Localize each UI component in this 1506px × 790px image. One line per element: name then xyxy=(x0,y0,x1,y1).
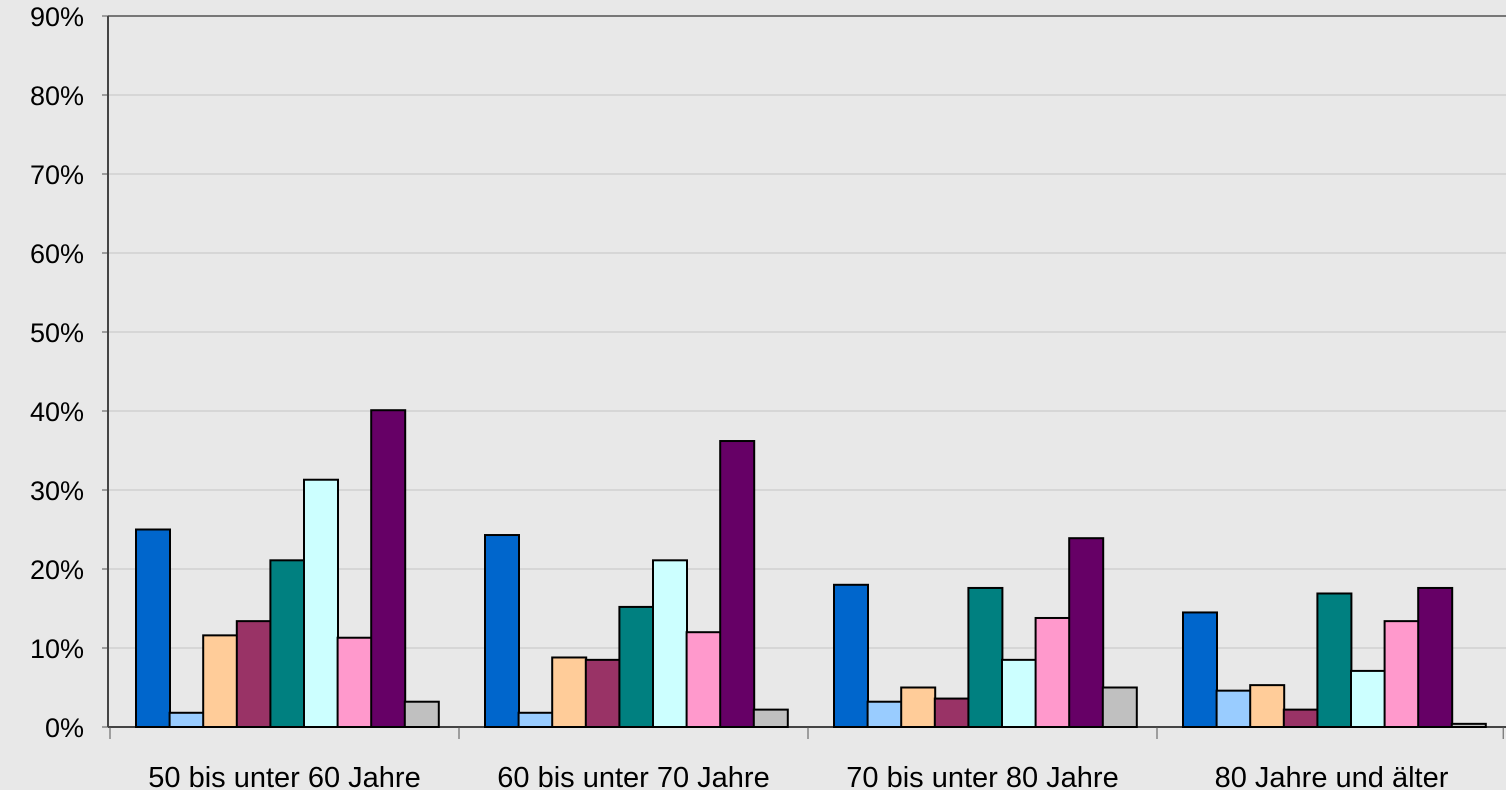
bar xyxy=(1034,616,1071,728)
bar xyxy=(1417,586,1454,729)
bar xyxy=(967,586,1004,729)
bar xyxy=(1068,537,1105,728)
bar xyxy=(584,658,621,728)
x-tick-label: 80 Jahre und älter xyxy=(1215,762,1449,790)
x-tick-label: 50 bis unter 60 Jahre xyxy=(148,762,420,790)
bar xyxy=(719,440,756,728)
bar xyxy=(336,636,373,728)
y-tick-label: 0% xyxy=(45,713,84,743)
bar xyxy=(933,697,970,728)
bar xyxy=(517,711,554,729)
gridlines xyxy=(108,15,1506,649)
bar xyxy=(235,620,272,729)
bar xyxy=(1282,708,1319,728)
bar xyxy=(652,559,688,728)
y-tick-label: 60% xyxy=(30,239,84,269)
tick-labels: 0% 10% 20% 30% 40% 50% 60% 70% 80% 90% 50 bis unte… xyxy=(30,2,1449,790)
x-tick-label: 70 bis unter 80 Jahre xyxy=(846,762,1118,790)
bar xyxy=(1101,686,1138,728)
bar xyxy=(1350,669,1386,728)
y-tick-label: 20% xyxy=(30,555,84,585)
bar xyxy=(752,708,789,728)
bar xyxy=(1316,592,1353,728)
bar xyxy=(303,478,339,729)
bar xyxy=(168,711,205,729)
bar xyxy=(1383,620,1420,729)
y-tick-label: 70% xyxy=(30,160,84,190)
bar xyxy=(484,534,520,729)
bar xyxy=(1001,658,1037,728)
bar xyxy=(135,528,171,728)
bar xyxy=(1249,684,1286,729)
y-tick-label: 50% xyxy=(30,318,84,348)
bar xyxy=(370,409,407,728)
bar xyxy=(866,700,903,728)
bar xyxy=(202,634,239,728)
bar xyxy=(685,631,722,729)
bar xyxy=(900,686,937,728)
bars xyxy=(135,409,1487,729)
bar xyxy=(1450,722,1487,729)
y-tick-label: 10% xyxy=(30,634,84,664)
y-tick-label: 90% xyxy=(30,2,84,32)
bar xyxy=(618,605,655,728)
y-tick-label: 80% xyxy=(30,81,84,111)
bar xyxy=(269,559,306,728)
x-tick-label: 60 bis unter 70 Jahre xyxy=(497,762,769,790)
bar xyxy=(551,656,588,728)
bar xyxy=(1182,611,1218,729)
bar xyxy=(833,583,869,728)
y-tick-label: 40% xyxy=(30,397,84,427)
bar xyxy=(1215,689,1252,728)
bar xyxy=(403,700,440,728)
y-tick-label: 30% xyxy=(30,476,84,506)
